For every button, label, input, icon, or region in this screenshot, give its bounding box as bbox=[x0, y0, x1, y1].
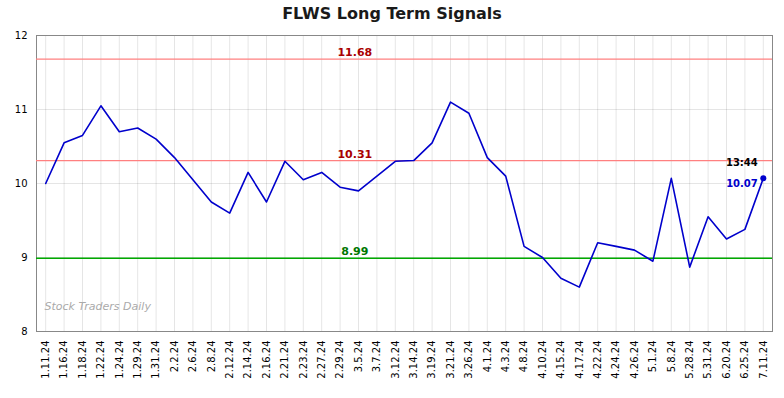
svg-text:3.21.24: 3.21.24 bbox=[445, 341, 456, 379]
svg-text:6.25.24: 6.25.24 bbox=[739, 341, 750, 379]
svg-text:2.8.24: 2.8.24 bbox=[206, 341, 217, 373]
svg-text:4.26.24: 4.26.24 bbox=[629, 341, 640, 379]
svg-text:8: 8 bbox=[21, 326, 27, 337]
svg-text:13:44: 13:44 bbox=[726, 157, 758, 168]
svg-text:1.31.24: 1.31.24 bbox=[150, 341, 161, 379]
svg-text:3.7.24: 3.7.24 bbox=[371, 341, 382, 373]
svg-text:5.8.24: 5.8.24 bbox=[666, 341, 677, 373]
svg-text:5.28.24: 5.28.24 bbox=[684, 341, 695, 379]
svg-text:10.31: 10.31 bbox=[337, 148, 372, 161]
svg-text:2.2.24: 2.2.24 bbox=[169, 341, 180, 373]
svg-text:1.29.24: 1.29.24 bbox=[132, 341, 143, 379]
svg-text:9: 9 bbox=[21, 252, 27, 263]
svg-text:4.1.24: 4.1.24 bbox=[482, 341, 493, 373]
html-text:FLWS Long Term Signals: FLWS Long Term Signals bbox=[282, 4, 502, 23]
svg-text:2.27.24: 2.27.24 bbox=[316, 341, 327, 379]
svg-text:1.24.24: 1.24.24 bbox=[114, 341, 125, 379]
svg-text:2.23.24: 2.23.24 bbox=[298, 341, 309, 379]
svg-text:4.17.24: 4.17.24 bbox=[574, 341, 585, 379]
svg-text:3.14.24: 3.14.24 bbox=[408, 341, 419, 379]
svg-text:2.16.24: 2.16.24 bbox=[261, 341, 272, 379]
svg-text:4.15.24: 4.15.24 bbox=[555, 341, 566, 379]
svg-text:4.24.24: 4.24.24 bbox=[610, 341, 621, 379]
svg-text:10: 10 bbox=[15, 178, 28, 189]
svg-text:12: 12 bbox=[15, 30, 28, 41]
svg-text:2.14.24: 2.14.24 bbox=[242, 341, 253, 379]
svg-text:Stock Traders Daily: Stock Traders Daily bbox=[45, 300, 152, 313]
svg-text:7.11.24: 7.11.24 bbox=[758, 341, 769, 379]
svg-text:11.68: 11.68 bbox=[337, 46, 372, 59]
svg-text:2.6.24: 2.6.24 bbox=[187, 341, 198, 373]
svg-text:2.29.24: 2.29.24 bbox=[334, 341, 345, 379]
svg-text:3.5.24: 3.5.24 bbox=[353, 341, 364, 373]
svg-text:11: 11 bbox=[15, 104, 28, 115]
svg-text:4.3.24: 4.3.24 bbox=[500, 341, 511, 373]
svg-text:6.20.24: 6.20.24 bbox=[721, 341, 732, 379]
svg-text:1.11.24: 1.11.24 bbox=[40, 341, 51, 379]
svg-text:3.26.24: 3.26.24 bbox=[463, 341, 474, 379]
svg-text:1.16.24: 1.16.24 bbox=[58, 341, 69, 379]
svg-text:10.07: 10.07 bbox=[726, 178, 758, 189]
svg-text:2.12.24: 2.12.24 bbox=[224, 341, 235, 379]
svg-text:4.8.24: 4.8.24 bbox=[518, 341, 529, 373]
svg-text:2.21.24: 2.21.24 bbox=[279, 341, 290, 379]
svg-text:5.1.24: 5.1.24 bbox=[647, 341, 658, 373]
svg-text:4.10.24: 4.10.24 bbox=[537, 341, 548, 379]
svg-text:3.19.24: 3.19.24 bbox=[426, 341, 437, 379]
svg-text:8.99: 8.99 bbox=[341, 245, 368, 258]
svg-text:4.22.24: 4.22.24 bbox=[592, 341, 603, 379]
svg-text:3.12.24: 3.12.24 bbox=[390, 341, 401, 379]
svg-text:5.31.24: 5.31.24 bbox=[702, 341, 713, 379]
svg-text:1.22.24: 1.22.24 bbox=[95, 341, 106, 379]
svg-text:1.18.24: 1.18.24 bbox=[77, 341, 88, 379]
